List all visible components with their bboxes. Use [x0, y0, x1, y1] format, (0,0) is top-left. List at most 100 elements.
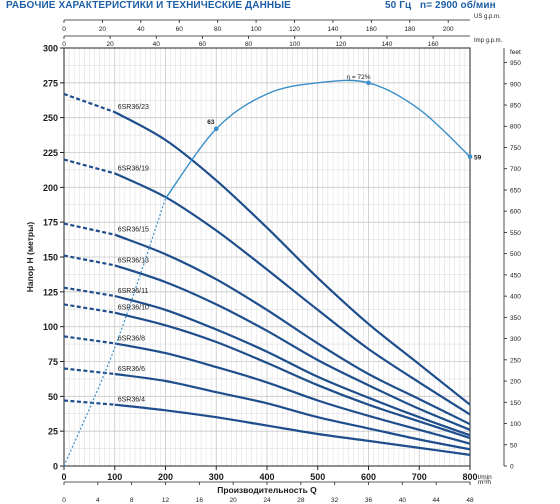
- series-line-dashed: [63, 158, 116, 175]
- x2-tick-label: 36: [365, 497, 373, 504]
- top-us-tick-label: 180: [404, 26, 415, 33]
- right-tick-label: 400: [510, 294, 521, 301]
- y-tick-label: 250: [43, 113, 58, 123]
- y-tick-label: 75: [48, 357, 58, 367]
- efficiency-marker: [467, 154, 473, 159]
- x-tick-label: 300: [209, 472, 224, 482]
- y-tick-label: 300: [43, 44, 58, 54]
- series-label: 6SR36/11: [118, 288, 149, 295]
- x-tick-label: 500: [310, 472, 325, 482]
- series-line: [114, 111, 471, 406]
- right-tick-label: 350: [510, 315, 521, 322]
- series-line: [114, 264, 471, 431]
- top-us-tick-label: 100: [251, 26, 262, 33]
- efficiency-marker-label: 59: [474, 155, 482, 162]
- series-line-dashed: [63, 286, 115, 298]
- top-us-tick-label: 80: [214, 26, 222, 33]
- top-us-tick-label: 40: [137, 26, 145, 33]
- top-imp-unit-label: Imp g.p.m.: [474, 38, 503, 44]
- y-tick-label: 100: [43, 322, 58, 332]
- series-line-dashed: [63, 222, 116, 236]
- top-us-tick-label: 140: [327, 26, 338, 33]
- top-imp-tick-label: 20: [107, 41, 115, 48]
- y-tick-label: 200: [43, 183, 58, 193]
- series-label: 6SR36/23: [118, 104, 149, 111]
- x2-tick-label: 0: [62, 497, 66, 504]
- y-tick-label: 50: [48, 392, 58, 402]
- chart-header-title: РАБОЧИЕ ХАРАКТЕРИСТИКИ И ТЕХНИЧЕСКИЕ ДАН…: [6, 0, 291, 11]
- x2-unit-label: m³/h: [478, 479, 491, 486]
- x-tick-label: 600: [361, 472, 376, 482]
- right-tick-label: 750: [510, 145, 521, 152]
- efficiency-peak-label: η = 72%: [347, 74, 371, 81]
- efficiency-marker-label: 63: [207, 119, 215, 126]
- series-label: 6SR36/6: [118, 366, 145, 373]
- y-tick-label: 275: [43, 78, 58, 88]
- x2-tick-label: 48: [466, 497, 474, 504]
- chart-header-speed: n= 2900 об/мин: [420, 0, 496, 11]
- series-line: [114, 403, 471, 456]
- right-tick-label: 900: [510, 81, 521, 88]
- series-line: [114, 233, 471, 426]
- series-line-dashed: [63, 335, 115, 345]
- right-tick-label: 650: [510, 187, 521, 194]
- top-us-tick-label: 20: [99, 26, 107, 33]
- top-us-tick-label: 200: [443, 26, 454, 33]
- x-tick-label: 0: [61, 472, 66, 482]
- y-tick-label: 25: [48, 427, 58, 437]
- series-label: 6SR36/19: [118, 165, 149, 172]
- efficiency-marker: [366, 80, 371, 86]
- x2-tick-label: 28: [297, 497, 305, 504]
- top-us-tick-label: 160: [366, 26, 377, 33]
- right-tick-label: 600: [510, 209, 521, 216]
- right-tick-label: 500: [510, 251, 521, 258]
- x2-tick-label: 8: [130, 497, 134, 504]
- x2-tick-label: 20: [230, 497, 238, 504]
- top-us-tick-label: 60: [176, 26, 184, 33]
- top-us-tick-label: 0: [62, 26, 66, 33]
- series-label: 6SR36/8: [118, 335, 145, 342]
- x-unit-label: l/min: [478, 474, 492, 481]
- x2-tick-label: 4: [96, 497, 100, 504]
- efficiency-marker: [213, 126, 219, 132]
- series-line-dashed: [63, 254, 116, 267]
- right-tick-label: 250: [510, 357, 521, 364]
- series-line: [114, 311, 471, 440]
- y-tick-label: 175: [43, 218, 58, 228]
- series-line-dashed: [63, 92, 116, 114]
- right-tick-label: 450: [510, 272, 521, 279]
- right-tick-label: 150: [510, 400, 521, 407]
- top-imp-tick-label: 160: [428, 41, 439, 48]
- top-imp-tick-label: 120: [335, 41, 346, 48]
- series-line: [114, 342, 471, 445]
- right-tick-label: 0: [510, 464, 514, 471]
- series-line: [114, 294, 471, 437]
- top-imp-tick-label: 80: [245, 41, 253, 48]
- right-unit-label: feet: [510, 49, 521, 56]
- right-tick-label: 700: [510, 166, 521, 173]
- x-tick-label: 800: [462, 472, 477, 482]
- top-imp-tick-label: 140: [382, 41, 393, 48]
- x-tick-label: 200: [158, 472, 173, 482]
- right-tick-label: 950: [510, 60, 521, 67]
- x2-tick-label: 32: [331, 497, 339, 504]
- y-tick-label: 125: [43, 287, 58, 297]
- x-tick-label: 700: [412, 472, 427, 482]
- series-line-dashed: [63, 399, 115, 406]
- x2-tick-label: 12: [162, 497, 170, 504]
- series-label: 6SR36/4: [118, 397, 145, 404]
- x-tick-label: 400: [259, 472, 274, 482]
- right-tick-label: 100: [510, 421, 521, 428]
- x2-tick-label: 16: [196, 497, 204, 504]
- right-tick-label: 200: [510, 379, 521, 386]
- series-line-dashed: [63, 367, 115, 376]
- x-tick-label: 100: [107, 472, 122, 482]
- x2-tick-label: 40: [399, 497, 407, 504]
- right-tick-label: 50: [510, 442, 518, 449]
- y-tick-label: 150: [43, 253, 58, 263]
- right-tick-label: 850: [510, 103, 521, 110]
- series-label: 6SR36/15: [118, 227, 149, 234]
- top-imp-tick-label: 0: [62, 41, 66, 48]
- top-us-unit-label: US g.p.m.: [474, 14, 501, 20]
